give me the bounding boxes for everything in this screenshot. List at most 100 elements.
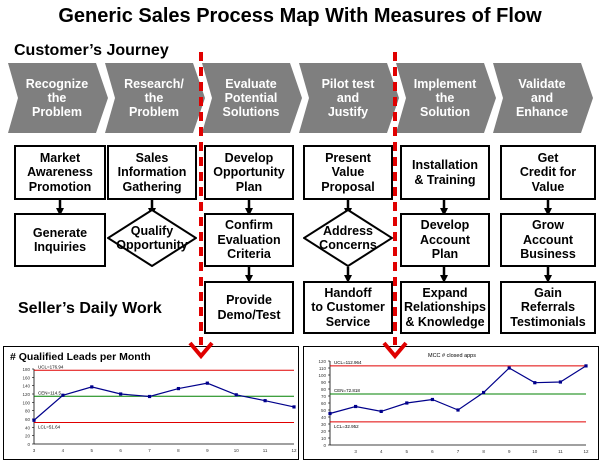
stage-chevron-implement: Implement the Solution	[396, 63, 496, 133]
y-tick-label: 160	[22, 375, 30, 380]
y-tick-label: 60	[25, 417, 31, 422]
phase-divider-arrowhead-left	[188, 341, 214, 360]
decision-label: Address Concerns	[319, 223, 377, 253]
y-tick-label: 100	[318, 373, 326, 378]
chart-title: MCC # closed apps	[428, 353, 476, 359]
data-point	[533, 381, 537, 385]
stage-chevron-validate: Validate and Enhance	[493, 63, 593, 133]
y-tick-label: 120	[318, 359, 326, 364]
closed-apps-chart: MCC # closed apps 0 10 20 30 40 50 60 70 80 90 100 1…	[303, 346, 599, 460]
data-point	[263, 399, 267, 403]
stage-label: Validate and Enhance	[515, 77, 569, 119]
lcl-label: LCL=51.64	[38, 424, 61, 429]
y-tick-label: 120	[22, 392, 30, 397]
center-label: CEN=72.818	[334, 388, 360, 393]
data-point	[354, 404, 358, 409]
y-tick-label: 40	[25, 425, 31, 430]
step-market-awareness-promotion: Market Awareness Promotion	[14, 145, 106, 200]
qualified-leads-chart-svg: # Qualified Leads per Month 0 20 40 60 80 100 1…	[10, 351, 297, 453]
data-point	[328, 411, 332, 416]
y-tick-label: 80	[321, 387, 327, 392]
page-title: Generic Sales Process Map With Measures …	[58, 5, 542, 27]
y-tick-label: 80	[25, 409, 31, 414]
seller-daily-work-label: Seller’s Daily Work	[18, 300, 162, 317]
data-point	[90, 385, 94, 389]
stage-label: Research/ the Problem	[124, 77, 184, 119]
series-line	[33, 382, 295, 421]
x-tick-label: 6	[119, 448, 122, 453]
y-tick-label: 30	[321, 422, 327, 427]
stage-label: Evaluate Potential Solutions	[222, 77, 280, 119]
x-tick-label: 6	[431, 449, 434, 454]
y-tick-label: 110	[319, 366, 327, 371]
lcl-label: LCL=32.952	[334, 424, 359, 429]
x-tick-label: 8	[177, 448, 180, 453]
x-tick-label: 4	[62, 448, 65, 453]
data-point	[379, 409, 383, 413]
chart-title: # Qualified Leads per Month	[10, 351, 151, 363]
data-point	[584, 364, 588, 368]
step-provide-demo-test: Provide Demo/Test	[204, 281, 294, 334]
x-tick-label: 9	[206, 448, 209, 453]
y-tick-label: 20	[321, 429, 327, 434]
x-tick-label: 9	[508, 449, 511, 454]
y-tick-label: 180	[22, 367, 30, 372]
qualified-leads-chart: # Qualified Leads per Month 0 20 40 60 80 100 1…	[3, 346, 299, 460]
x-tick-label: 5	[91, 448, 94, 453]
ucl-label: UCL=176.94	[38, 364, 64, 369]
center-label: CEN=114.5	[38, 390, 62, 395]
step-gain-referrals-testimonials: Gain Referrals Testimonials	[500, 281, 596, 334]
y-tick-label: 60	[321, 401, 327, 406]
data-point	[456, 408, 460, 412]
step-installation-training: Installation & Training	[400, 145, 490, 200]
data-point	[507, 366, 511, 370]
decision-qualify-opportunity: Qualify Opportunity	[107, 209, 197, 267]
data-point	[205, 381, 209, 385]
y-tick-label: 100	[22, 400, 30, 405]
y-tick-label: 70	[321, 394, 327, 399]
ucl-label: UCL=112.964	[334, 360, 362, 365]
y-tick-label: 0	[27, 442, 30, 447]
x-tick-label: 3	[33, 448, 36, 453]
step-generate-inquiries: Generate Inquiries	[14, 213, 106, 267]
y-tick-label: 20	[25, 434, 31, 439]
y-tick-label: 140	[22, 384, 30, 389]
data-point	[119, 392, 123, 396]
y-tick-label: 50	[321, 408, 327, 413]
y-tick-label: 90	[321, 380, 327, 385]
data-point	[292, 405, 296, 409]
x-tick-label: 11	[263, 448, 268, 453]
stage-chevron-research: Research/ the Problem	[105, 63, 205, 133]
data-point	[482, 390, 486, 395]
data-point	[32, 418, 36, 422]
step-handoff-to-customer-service: Handoff to Customer Service	[303, 281, 393, 334]
data-point	[558, 380, 562, 384]
data-point	[430, 397, 434, 402]
x-tick-label: 12	[291, 448, 297, 453]
y-tick-label: 40	[321, 415, 327, 420]
step-present-value-proposal: Present Value Proposal	[303, 145, 393, 200]
phase-divider-arrowhead-right	[382, 341, 408, 360]
closed-apps-chart-svg: MCC # closed apps 0 10 20 30 40 50 60 70 80 90 100 1…	[318, 353, 589, 454]
data-point	[176, 386, 181, 391]
stage-chevron-row: Recognize the Problem Research/ the Prob…	[8, 63, 598, 133]
stage-label: Implement the Solution	[413, 77, 477, 119]
data-point	[147, 394, 152, 399]
customer-journey-label: Customer’s Journey	[14, 42, 169, 59]
x-tick-label: 10	[234, 448, 240, 453]
data-point	[61, 393, 65, 397]
x-tick-label: 5	[406, 449, 409, 454]
step-develop-opportunity-plan: Develop Opportunity Plan	[204, 145, 294, 200]
x-tick-label: 7	[457, 449, 460, 454]
x-tick-label: 3	[354, 449, 357, 454]
y-tick-label: 0	[323, 443, 326, 448]
stage-label: Pilot test and Justify	[321, 77, 375, 119]
data-point	[234, 393, 238, 397]
x-tick-label: 11	[558, 449, 563, 454]
step-confirm-evaluation-criteria: Confirm Evaluation Criteria	[204, 213, 294, 267]
x-tick-label: 7	[148, 448, 151, 453]
x-tick-label: 10	[532, 449, 538, 454]
y-tick-label: 10	[321, 436, 327, 441]
stage-label: Recognize the Problem	[25, 77, 89, 119]
